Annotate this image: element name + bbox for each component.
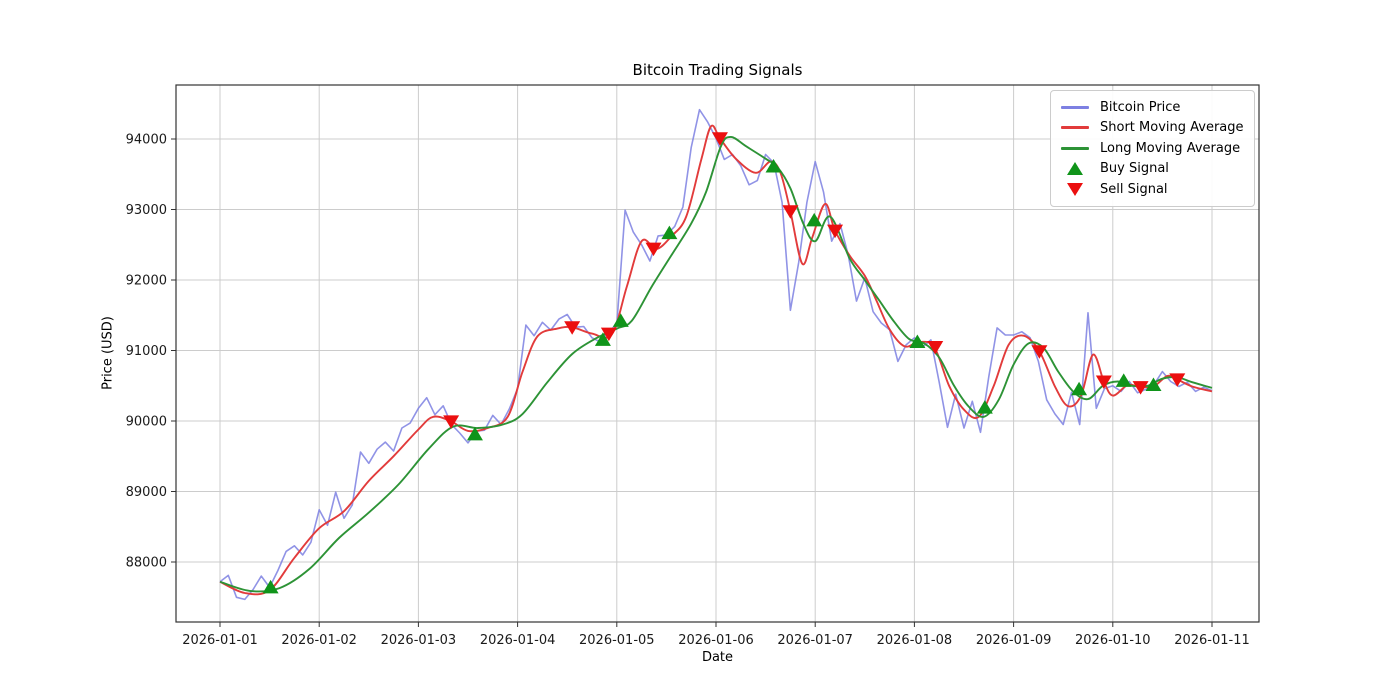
y-tick-label: 90000 [126, 415, 167, 430]
chart-title: Bitcoin Trading Signals [632, 61, 803, 79]
sell-signal-marker [782, 205, 799, 219]
legend-item-bitcoin-price: Bitcoin Price [1060, 97, 1244, 118]
long-ma-line-swatch [1060, 146, 1090, 150]
x-tick-label: 2026-01-10 [1075, 633, 1151, 648]
buy-signal-marker [1115, 373, 1132, 387]
sell-signal-marker [1132, 381, 1149, 395]
buy-signal-marker [765, 158, 782, 173]
buy-signal-marker [806, 212, 823, 227]
x-tick-label: 2026-01-02 [281, 633, 357, 648]
x-axis-label: Date [701, 650, 734, 665]
y-tick-label: 91000 [126, 344, 167, 359]
x-tick-label: 2026-01-09 [976, 633, 1052, 648]
x-tick-label: 2026-01-01 [182, 633, 258, 648]
x-tick-label: 2026-01-11 [1174, 633, 1250, 648]
sell-triangle-icon [1060, 182, 1090, 196]
legend-label: Sell Signal [1100, 181, 1168, 197]
x-tick-label: 2026-01-08 [877, 633, 953, 648]
y-tick-label: 94000 [126, 133, 167, 148]
x-tick-label: 2026-01-03 [381, 633, 457, 648]
short-ma-line-swatch [1060, 126, 1090, 130]
plot-spines [175, 84, 1260, 623]
legend-label: Long Moving Average [1100, 140, 1241, 156]
signal-markers [262, 132, 1186, 594]
buy-signal-marker [262, 579, 279, 594]
axis-ticks: 2026-01-01 2026-01-02 2026-01-03 2026-01-04… [126, 133, 1250, 649]
buy-signal-marker [661, 225, 678, 240]
sell-signal-marker [827, 224, 844, 239]
buy-signal-marker [466, 426, 483, 441]
sell-signal-marker [1169, 373, 1186, 387]
legend-label: Bitcoin Price [1100, 99, 1181, 115]
sell-signal-marker [645, 242, 662, 257]
buy-signal-marker [612, 313, 629, 327]
price-line-swatch [1060, 105, 1090, 109]
sell-signal-marker [1031, 345, 1048, 359]
buy-triangle-icon [1060, 162, 1090, 176]
legend-label: Buy Signal [1100, 161, 1169, 177]
legend-item-long-ma: Long Moving Average [1060, 138, 1244, 159]
sell-signal-marker [443, 415, 460, 429]
x-tick-label: 2026-01-05 [579, 633, 655, 648]
legend-item-sell-signal: Sell Signal [1060, 179, 1244, 200]
y-tick-label: 92000 [126, 274, 167, 289]
y-tick-label: 88000 [126, 556, 167, 571]
legend-label: Short Moving Average [1100, 120, 1244, 136]
short-ma-line [219, 124, 1213, 596]
legend: Bitcoin Price Short Moving Average Long … [1050, 90, 1255, 207]
sell-signal-marker [600, 327, 617, 342]
buy-signal-marker [1145, 377, 1162, 392]
sell-signal-marker [564, 321, 581, 335]
y-tick-label: 93000 [126, 203, 167, 218]
y-tick-label: 89000 [126, 485, 167, 500]
buy-signal-marker [909, 334, 926, 349]
y-axis-label: Price (USD) [100, 316, 116, 390]
sell-signal-marker [711, 132, 728, 146]
buy-signal-marker [594, 332, 611, 346]
sell-signal-marker [1095, 375, 1112, 390]
legend-item-buy-signal: Buy Signal [1060, 159, 1244, 180]
x-tick-label: 2026-01-06 [678, 633, 754, 648]
buy-signal-marker [976, 400, 993, 414]
buy-signal-marker [1071, 381, 1088, 396]
legend-item-short-ma: Short Moving Average [1060, 118, 1244, 139]
x-tick-label: 2026-01-07 [777, 633, 853, 648]
x-tick-label: 2026-01-04 [480, 633, 556, 648]
sell-signal-marker [927, 340, 944, 355]
long-ma-line [219, 135, 1213, 593]
